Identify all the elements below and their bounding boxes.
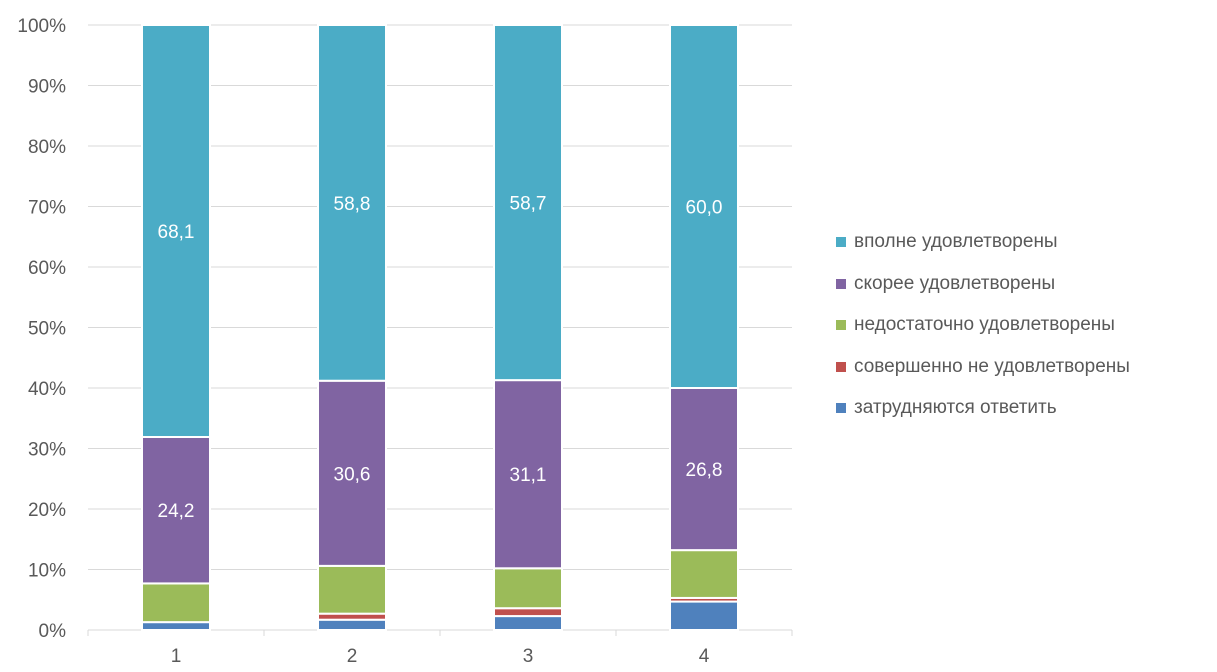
y-tick-label: 40% [28, 379, 66, 400]
x-tick-label: 4 [699, 646, 710, 667]
data-label: 26,8 [686, 460, 723, 481]
y-tick-label: 70% [28, 198, 66, 219]
data-label: 58,7 [510, 194, 547, 215]
bar-segment [493, 379, 563, 570]
bar-segment [669, 24, 739, 389]
data-label: 68,1 [158, 222, 195, 243]
y-tick-label: 80% [28, 137, 66, 158]
data-label: 30,6 [334, 464, 371, 485]
bar-segment [493, 607, 563, 618]
bar-segment [669, 387, 739, 552]
bar-segment [141, 582, 211, 624]
legend-swatch [836, 361, 846, 372]
y-tick-label: 30% [28, 440, 66, 461]
legend-item: недостаточно удовлетворены [836, 314, 1130, 335]
legend-label: вполне удовлетворены [854, 231, 1058, 252]
bar-segment [317, 24, 387, 382]
x-tick-label: 3 [523, 646, 534, 667]
y-tick-label: 100% [17, 16, 66, 37]
bar-segment [141, 24, 211, 439]
y-tick-label: 10% [28, 561, 66, 582]
bar-segment [317, 618, 387, 632]
legend-label: недостаточно удовлетворены [854, 314, 1115, 335]
legend-swatch [836, 278, 846, 289]
bar-segment [317, 564, 387, 615]
x-tick-label: 1 [171, 646, 182, 667]
legend-item: вполне удовлетворены [836, 231, 1130, 252]
legend-label: скорее удовлетворены [854, 272, 1056, 294]
legend-swatch [836, 403, 846, 413]
data-label: 24,2 [158, 501, 195, 522]
chart-legend: вполне удовлетворены скорее удовлетворены… [836, 231, 1130, 440]
legend-item: затрудняются ответить [836, 397, 1130, 418]
y-tick-label: 20% [28, 500, 66, 521]
bar-segment [669, 600, 739, 632]
legend-swatch [836, 320, 846, 330]
legend-item: скорее удовлетворены [836, 272, 1130, 294]
y-tick-label: 90% [28, 77, 66, 98]
legend-item: совершенно не удовлетворены [836, 355, 1130, 377]
y-tick-label: 50% [28, 319, 66, 340]
legend-label: затрудняются ответить [854, 397, 1057, 418]
bar-segment [493, 567, 563, 610]
data-label: 31,1 [510, 465, 547, 486]
legend-swatch [836, 237, 846, 247]
legend-label: совершенно не удовлетворены [854, 355, 1130, 377]
x-tick-label: 2 [347, 646, 358, 667]
bar-segment [669, 549, 739, 599]
data-label: 60,0 [686, 198, 723, 219]
bar-segment [493, 615, 563, 632]
y-tick-label: 0% [39, 621, 67, 642]
bar-segment [493, 24, 563, 382]
data-label: 58,8 [334, 194, 371, 215]
bar-segment [141, 436, 211, 585]
y-tick-label: 60% [28, 258, 66, 279]
bar-segment [141, 621, 211, 632]
